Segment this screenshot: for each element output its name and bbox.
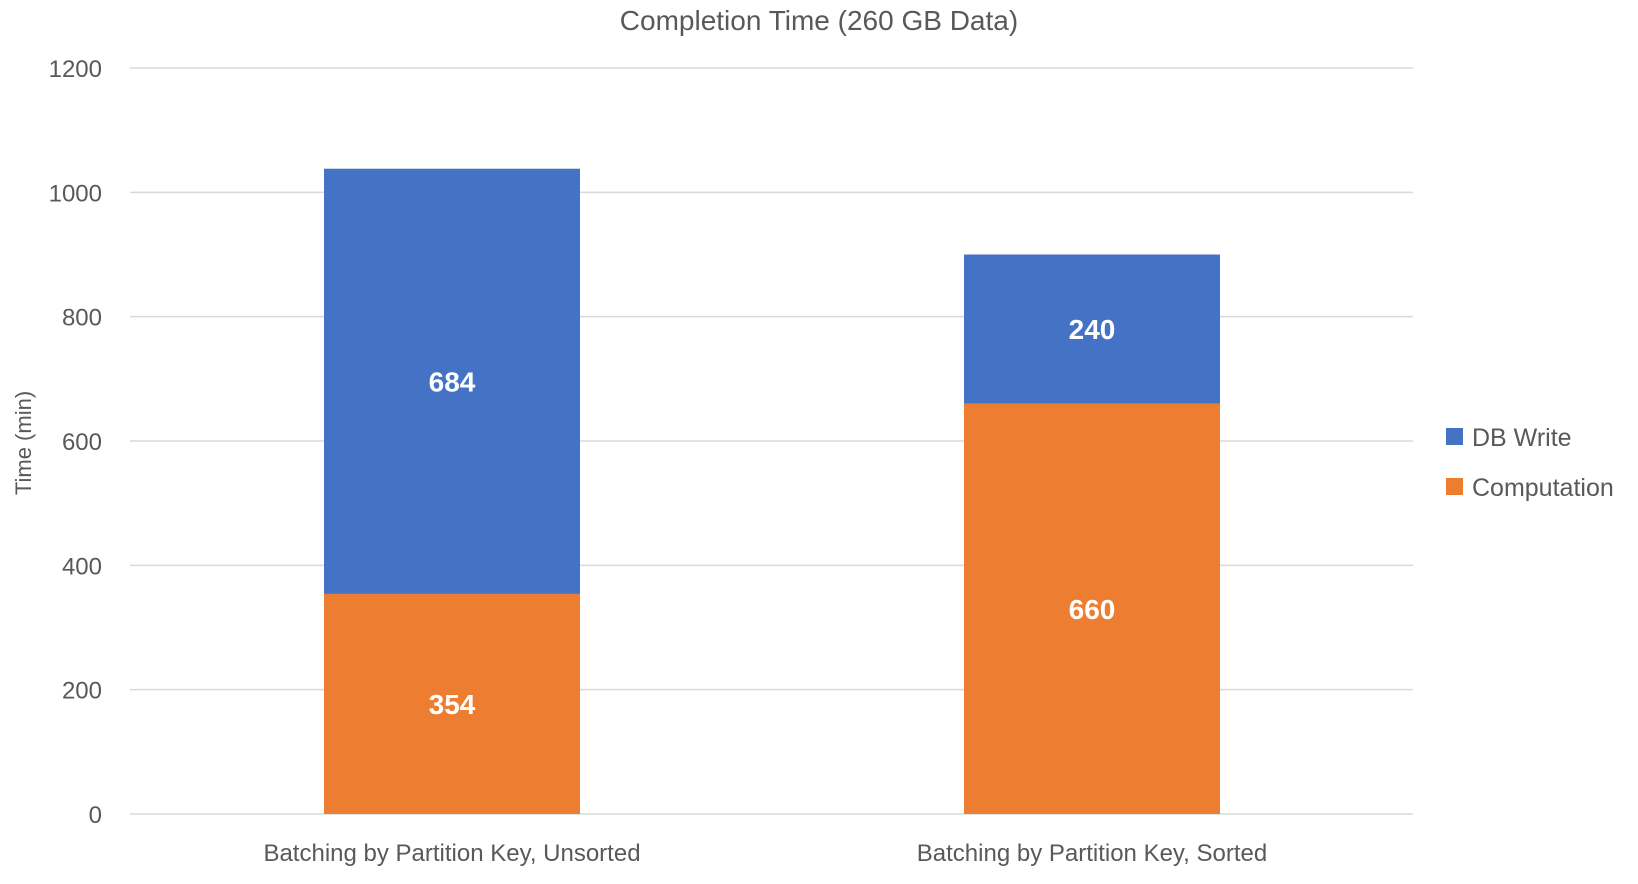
legend-label: Computation — [1472, 474, 1614, 502]
y-tick-label: 800 — [62, 305, 102, 332]
x-category-label: Batching by Partition Key, Sorted — [917, 840, 1267, 867]
y-tick-label: 0 — [89, 802, 102, 829]
legend: DB Write Computation — [1446, 424, 1614, 502]
chart-title: Completion Time (260 GB Data) — [620, 5, 1018, 36]
data-label: 660 — [1069, 594, 1116, 625]
y-tick-label: 200 — [62, 678, 102, 705]
x-axis-category-labels: Batching by Partition Key, Unsorted Batch… — [263, 840, 1267, 867]
data-label: 684 — [429, 366, 476, 397]
x-category-label: Batching by Partition Key, Unsorted — [263, 840, 640, 867]
bar-segment-computation — [324, 593, 580, 814]
y-tick-label: 600 — [62, 429, 102, 456]
data-label: 240 — [1069, 314, 1116, 345]
legend-swatch — [1446, 428, 1463, 445]
bar-segment-computation — [964, 403, 1220, 814]
legend-swatch — [1446, 478, 1463, 495]
y-axis-label: Time (min) — [11, 391, 36, 495]
gridlines — [130, 67, 1413, 815]
y-axis-ticks: 0 200 400 600 800 1000 1200 — [49, 56, 102, 829]
bars: 354 684 660 240 — [324, 168, 1220, 814]
y-tick-label: 1200 — [49, 56, 102, 83]
bar-segment-db-write — [324, 168, 580, 594]
y-tick-label: 400 — [62, 553, 102, 580]
y-tick-label: 1000 — [49, 180, 102, 207]
bar-segment-db-write — [964, 254, 1220, 404]
legend-label: DB Write — [1472, 424, 1572, 452]
data-label: 354 — [429, 689, 476, 720]
